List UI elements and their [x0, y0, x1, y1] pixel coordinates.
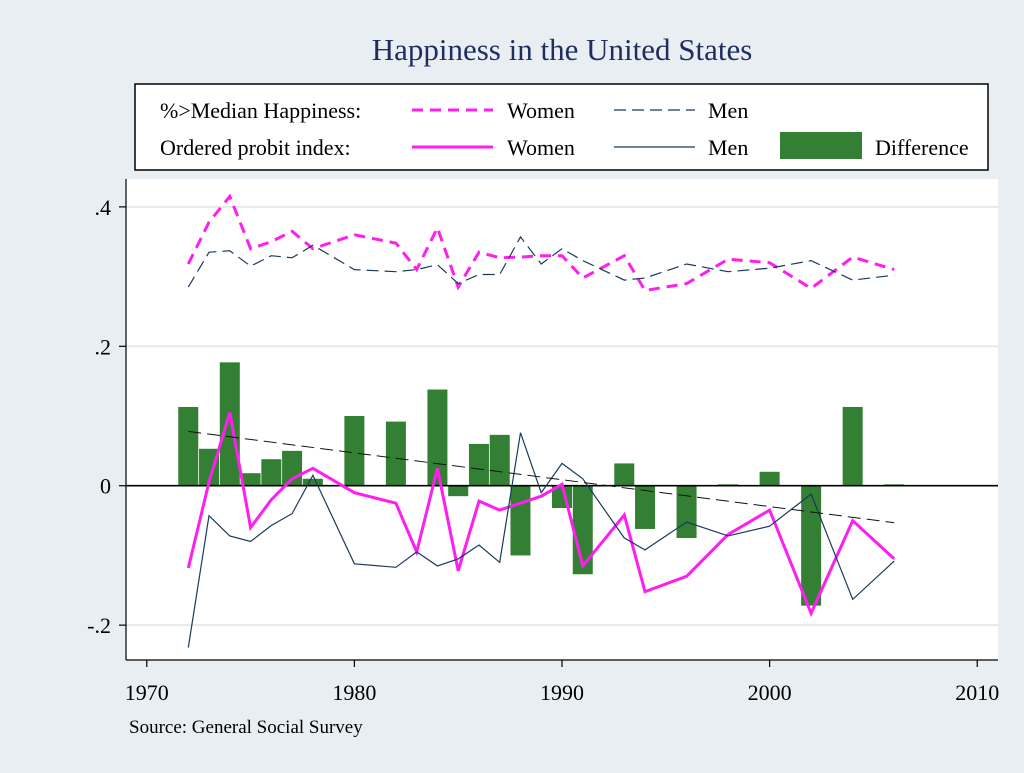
difference-bars — [178, 362, 905, 606]
gridlines — [126, 205, 998, 627]
y-axis-ticks: -.2 0 .2 .4 — [87, 195, 126, 638]
source-note: Source: General Social Survey — [129, 717, 363, 738]
y-tick-label-1: 0 — [100, 474, 111, 499]
difference-bar-1982 — [385, 421, 406, 486]
y-tick-label-3: .4 — [95, 195, 112, 220]
difference-bar-2000 — [759, 471, 780, 486]
y-tick-label-0: -.2 — [87, 613, 111, 638]
series-line-probit_men — [187, 432, 895, 648]
difference-bar-1994 — [635, 485, 656, 529]
difference-bar-2002 — [801, 485, 822, 606]
x-axis-ticks: 1970 1980 1990 2000 2010 — [125, 660, 999, 705]
x-tick-label-0: 1970 — [125, 680, 169, 705]
difference-bar-1974 — [219, 362, 240, 486]
legend-probit-women-label: Women — [507, 135, 575, 160]
x-tick-label-1: 1980 — [332, 680, 376, 705]
legend: %>Median Happiness: Ordered probit index… — [134, 83, 989, 171]
series-lines — [186, 193, 896, 648]
difference-bar-1985 — [448, 485, 469, 497]
difference-bar-1976 — [261, 459, 282, 486]
series-line-median_women — [186, 193, 895, 293]
x-tick-label-3: 2000 — [748, 680, 792, 705]
series-line-trend — [188, 430, 895, 524]
legend-probit-men-label: Men — [708, 135, 748, 160]
chart-title: Happiness in the United States — [372, 32, 753, 67]
difference-bar-1980 — [344, 416, 365, 486]
difference-bar-1996 — [676, 485, 697, 539]
series-line-median_men — [187, 235, 895, 288]
legend-difference-swatch — [780, 132, 862, 159]
x-tick-label-4: 2010 — [955, 680, 999, 705]
series-line-probit_women — [186, 412, 896, 618]
difference-bar-1975 — [240, 473, 261, 486]
plot-area — [126, 179, 998, 660]
difference-bar-1993 — [614, 463, 635, 486]
difference-bar-1978 — [302, 478, 323, 486]
difference-bar-1972 — [178, 406, 199, 486]
difference-bar-1984 — [427, 389, 448, 486]
legend-median-women-label: Women — [507, 98, 575, 123]
difference-bar-2004 — [842, 406, 863, 486]
difference-bar-1988 — [510, 485, 531, 556]
difference-bar-1987 — [489, 434, 510, 486]
x-tick-label-2: 1990 — [540, 680, 584, 705]
difference-bar-1986 — [468, 443, 489, 486]
legend-row2-label: Ordered probit index: — [160, 135, 351, 160]
legend-row1-label: %>Median Happiness: — [160, 98, 361, 123]
legend-median-men-label: Men — [708, 98, 748, 123]
y-tick-label-2: .2 — [95, 334, 112, 359]
difference-bar-1973 — [199, 448, 220, 486]
legend-difference-label: Difference — [875, 135, 969, 160]
